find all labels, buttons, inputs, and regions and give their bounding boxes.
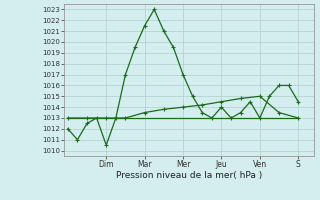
X-axis label: Pression niveau de la mer( hPa ): Pression niveau de la mer( hPa )	[116, 171, 262, 180]
